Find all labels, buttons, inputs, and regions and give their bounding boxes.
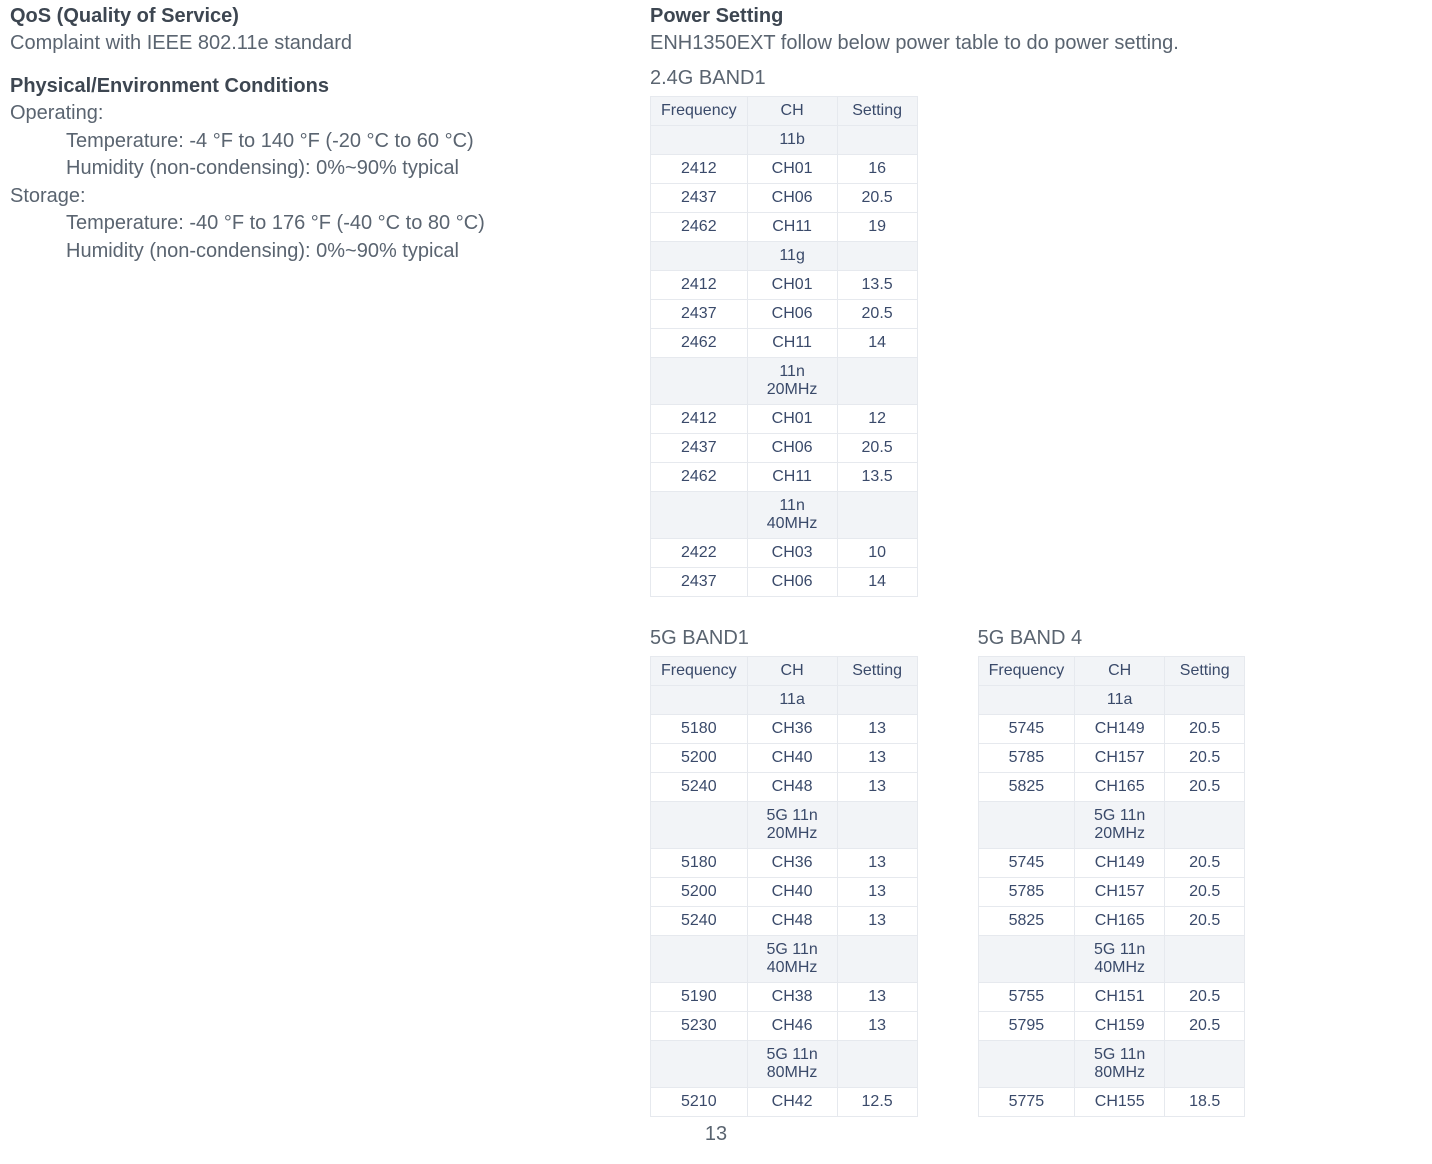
table-row: 11a xyxy=(978,686,1245,715)
table-header: CH xyxy=(747,97,837,126)
table-row: 2437CH0620.5 xyxy=(651,184,918,213)
table-row: 5230CH4613 xyxy=(651,1012,918,1041)
table-row: 5190CH3813 xyxy=(651,983,918,1012)
table-row: 11n 40MHz xyxy=(651,492,918,539)
table-row: 5825CH16520.5 xyxy=(978,773,1245,802)
table-row: 5G 11n 20MHz xyxy=(651,802,918,849)
operating-temp: Temperature: -4 °F to 140 °F (-20 °C to … xyxy=(10,128,630,156)
band5-1-table: FrequencyCHSetting11a5180CH36135200CH401… xyxy=(650,656,918,1117)
left-column: QoS (Quality of Service) Complaint with … xyxy=(10,5,650,1117)
table-row: 5785CH15720.5 xyxy=(978,878,1245,907)
table-header: Setting xyxy=(1165,657,1245,686)
table-row: 11b xyxy=(651,126,918,155)
table-row: 5G 11n 20MHz xyxy=(978,802,1245,849)
table-row: 5825CH16520.5 xyxy=(978,907,1245,936)
table-row: 2462CH1113.5 xyxy=(651,463,918,492)
table-row: 2412CH0112 xyxy=(651,405,918,434)
env-title: Physical/Environment Conditions xyxy=(10,75,630,98)
table-row: 11g xyxy=(651,242,918,271)
band24-table-wrap: FrequencyCHSetting11b2412CH01162437CH062… xyxy=(650,96,1390,597)
table-header: Frequency xyxy=(651,657,748,686)
table-header: Frequency xyxy=(978,657,1075,686)
env-section: Physical/Environment Conditions Operatin… xyxy=(10,75,630,266)
band5-4-label: 5G BAND 4 xyxy=(978,627,1246,650)
table-row: 5785CH15720.5 xyxy=(978,744,1245,773)
table-row: 2437CH0620.5 xyxy=(651,434,918,463)
table-row: 5G 11n 40MHz xyxy=(651,936,918,983)
band5-4-col: 5G BAND 4 FrequencyCHSetting11a5745CH149… xyxy=(978,603,1246,1117)
power-title: Power Setting xyxy=(650,5,1390,28)
table-row: 5755CH15120.5 xyxy=(978,983,1245,1012)
table-row: 5180CH3613 xyxy=(651,715,918,744)
power-text: ENH1350EXT follow below power table to d… xyxy=(650,30,1390,57)
table-header: Setting xyxy=(837,97,917,126)
power-section: Power Setting ENH1350EXT follow below po… xyxy=(650,5,1390,57)
table-row: 2422CH0310 xyxy=(651,539,918,568)
table-row: 5G 11n 40MHz xyxy=(978,936,1245,983)
table-header: Setting xyxy=(837,657,917,686)
table-row: 5200CH4013 xyxy=(651,878,918,907)
qos-section: QoS (Quality of Service) Complaint with … xyxy=(10,5,630,57)
table-row: 5240CH4813 xyxy=(651,907,918,936)
table-row: 5240CH4813 xyxy=(651,773,918,802)
band5-1-col: 5G BAND1 FrequencyCHSetting11a5180CH3613… xyxy=(650,603,918,1117)
table-row: 11n 20MHz xyxy=(651,358,918,405)
table-row: 2437CH0620.5 xyxy=(651,300,918,329)
table-row: 2412CH0116 xyxy=(651,155,918,184)
table-row: 11a xyxy=(651,686,918,715)
qos-text: Complaint with IEEE 802.11e standard xyxy=(10,30,630,57)
table-row: 5200CH4013 xyxy=(651,744,918,773)
band5-1-label: 5G BAND1 xyxy=(650,627,918,650)
right-column: Power Setting ENH1350EXT follow below po… xyxy=(650,5,1390,1117)
storage-humidity: Humidity (non-condensing): 0%~90% typica… xyxy=(10,238,630,266)
band5-4-table: FrequencyCHSetting11a5745CH14920.55785CH… xyxy=(978,656,1246,1117)
table-header: CH xyxy=(747,657,837,686)
page-content: QoS (Quality of Service) Complaint with … xyxy=(0,0,1432,1117)
table-header: Frequency xyxy=(651,97,748,126)
band5-row: 5G BAND1 FrequencyCHSetting11a5180CH3613… xyxy=(650,603,1390,1117)
table-row: 2437CH0614 xyxy=(651,568,918,597)
storage-label: Storage: xyxy=(10,183,630,211)
table-row: 5G 11n 80MHz xyxy=(978,1041,1245,1088)
table-row: 5G 11n 80MHz xyxy=(651,1041,918,1088)
operating-label: Operating: xyxy=(10,100,630,128)
table-row: 5210CH4212.5 xyxy=(651,1088,918,1117)
table-row: 5775CH15518.5 xyxy=(978,1088,1245,1117)
storage-temp: Temperature: -40 °F to 176 °F (-40 °C to… xyxy=(10,210,630,238)
table-row: 5745CH14920.5 xyxy=(978,849,1245,878)
table-row: 2462CH1114 xyxy=(651,329,918,358)
table-row: 2462CH1119 xyxy=(651,213,918,242)
table-row: 5745CH14920.5 xyxy=(978,715,1245,744)
qos-title: QoS (Quality of Service) xyxy=(10,5,630,28)
table-row: 5180CH3613 xyxy=(651,849,918,878)
table-row: 5795CH15920.5 xyxy=(978,1012,1245,1041)
table-row: 2412CH0113.5 xyxy=(651,271,918,300)
band24-label: 2.4G BAND1 xyxy=(650,67,1390,90)
page-number: 13 xyxy=(705,1123,727,1146)
operating-humidity: Humidity (non-condensing): 0%~90% typica… xyxy=(10,155,630,183)
table-header: CH xyxy=(1075,657,1165,686)
band24-table: FrequencyCHSetting11b2412CH01162437CH062… xyxy=(650,96,918,597)
